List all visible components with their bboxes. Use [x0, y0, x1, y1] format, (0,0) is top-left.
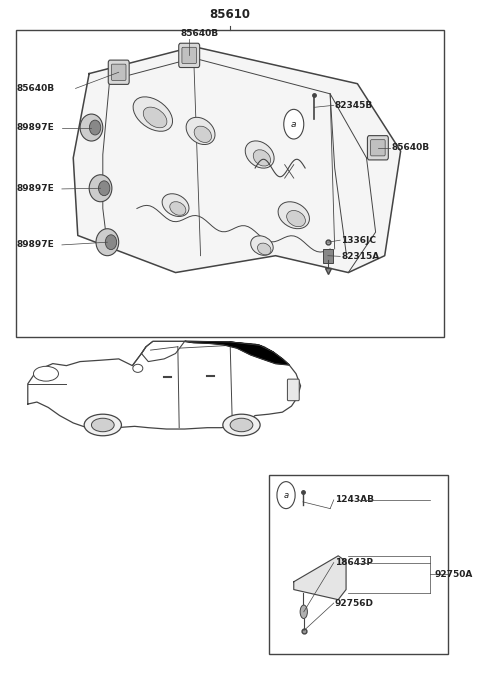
FancyBboxPatch shape: [111, 64, 126, 80]
Text: 85640B: 85640B: [16, 84, 55, 93]
Text: 89897E: 89897E: [16, 184, 54, 193]
Polygon shape: [73, 47, 401, 273]
Text: 82315A: 82315A: [341, 252, 380, 261]
Text: 89897E: 89897E: [16, 241, 54, 250]
Text: 1336JC: 1336JC: [341, 236, 376, 245]
Polygon shape: [294, 556, 346, 600]
Ellipse shape: [170, 202, 186, 216]
Text: 89897E: 89897E: [16, 123, 54, 132]
Polygon shape: [185, 341, 289, 365]
FancyBboxPatch shape: [182, 48, 196, 63]
Ellipse shape: [96, 228, 119, 256]
FancyBboxPatch shape: [16, 30, 444, 337]
Text: a: a: [291, 120, 297, 129]
Text: 82345B: 82345B: [335, 101, 373, 109]
Ellipse shape: [133, 97, 172, 131]
Circle shape: [284, 109, 304, 139]
FancyBboxPatch shape: [179, 44, 200, 67]
Ellipse shape: [223, 414, 260, 436]
Ellipse shape: [98, 181, 110, 196]
Ellipse shape: [34, 367, 59, 381]
FancyBboxPatch shape: [371, 139, 385, 156]
Ellipse shape: [84, 414, 121, 436]
Ellipse shape: [287, 211, 305, 226]
Text: 85610: 85610: [210, 8, 251, 21]
Text: 18643P: 18643P: [335, 558, 372, 567]
FancyBboxPatch shape: [367, 135, 388, 160]
Ellipse shape: [91, 418, 114, 432]
Ellipse shape: [89, 175, 112, 202]
FancyBboxPatch shape: [269, 475, 448, 653]
Ellipse shape: [257, 243, 271, 255]
Ellipse shape: [230, 418, 253, 432]
Ellipse shape: [162, 194, 189, 216]
FancyBboxPatch shape: [108, 60, 129, 84]
Ellipse shape: [251, 236, 273, 255]
Ellipse shape: [89, 120, 101, 135]
Ellipse shape: [133, 364, 143, 373]
Ellipse shape: [300, 605, 307, 619]
Ellipse shape: [245, 141, 274, 168]
FancyBboxPatch shape: [288, 379, 299, 401]
Text: 85640B: 85640B: [392, 143, 430, 152]
Ellipse shape: [194, 126, 212, 143]
Text: 92750A: 92750A: [435, 570, 473, 579]
Ellipse shape: [143, 107, 167, 128]
Text: 92756D: 92756D: [335, 598, 374, 607]
Ellipse shape: [80, 114, 103, 141]
Ellipse shape: [278, 202, 310, 228]
Ellipse shape: [186, 118, 215, 145]
Ellipse shape: [105, 235, 117, 250]
Text: 85640B: 85640B: [180, 29, 218, 38]
Ellipse shape: [253, 150, 271, 166]
Circle shape: [277, 481, 295, 509]
Text: 1243AB: 1243AB: [335, 495, 374, 505]
Text: a: a: [284, 491, 288, 500]
